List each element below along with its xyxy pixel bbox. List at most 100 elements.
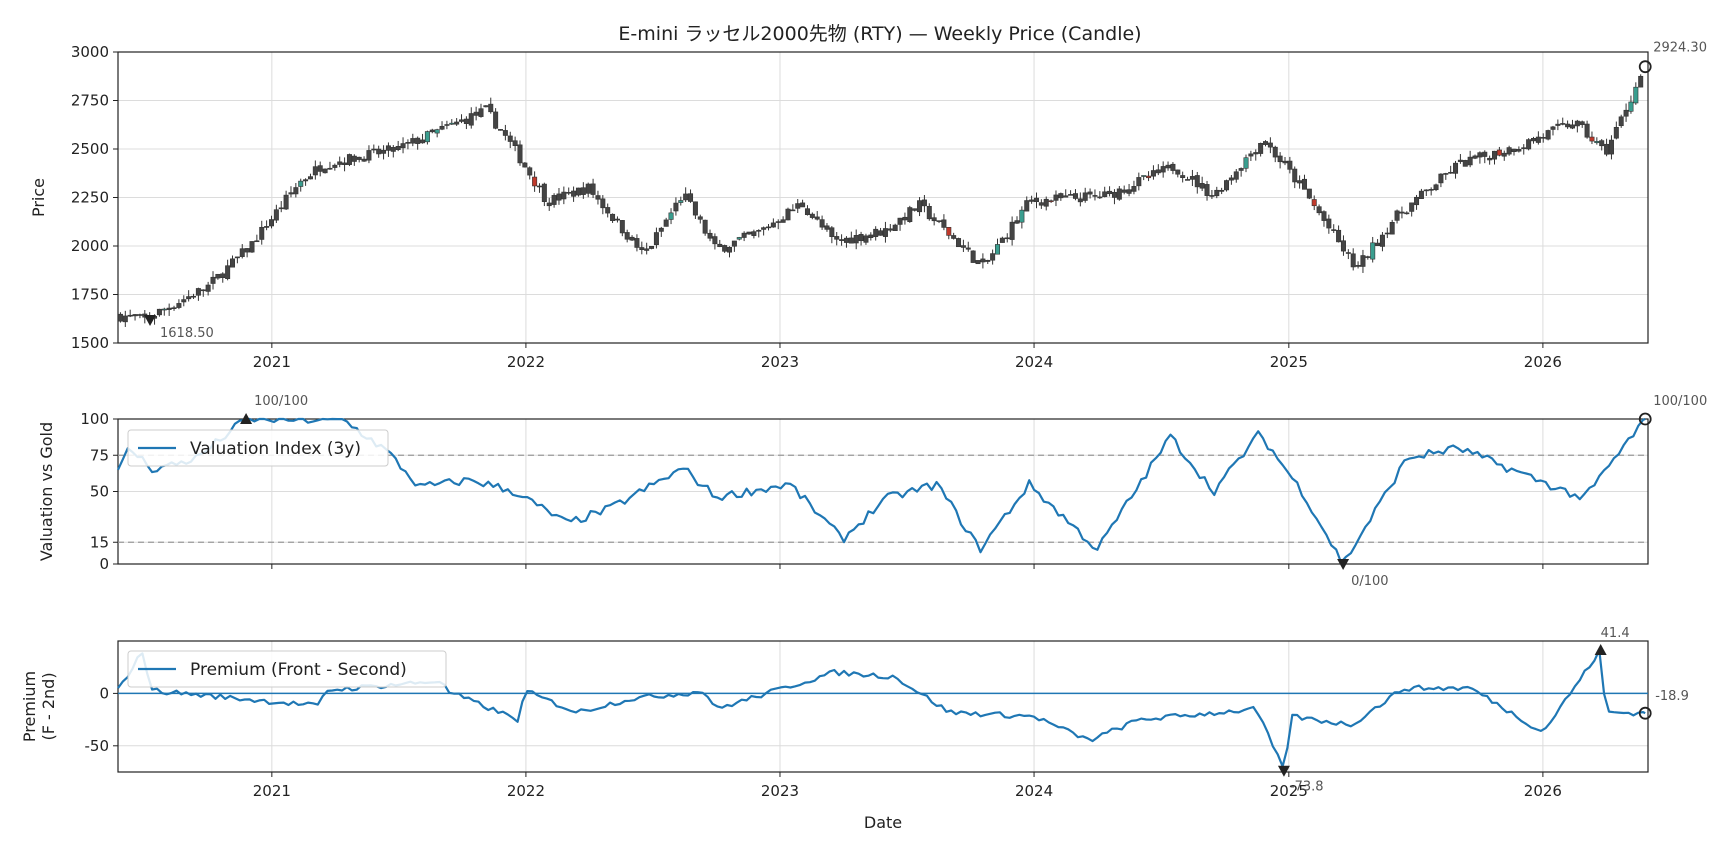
candle [381, 145, 387, 160]
candle [1058, 192, 1064, 201]
candle [882, 221, 888, 243]
candle [1048, 199, 1054, 203]
candle [692, 201, 698, 219]
candle [936, 220, 942, 224]
candle [951, 232, 957, 240]
candle [303, 178, 309, 186]
candle [122, 310, 128, 327]
candle [1224, 179, 1230, 192]
candle [1077, 192, 1083, 207]
candle [863, 233, 869, 245]
candle [1175, 169, 1181, 178]
candle [1511, 148, 1517, 156]
candle [965, 241, 971, 252]
candle [1160, 161, 1166, 178]
candle [1555, 119, 1561, 131]
candle [1506, 145, 1512, 156]
candle [673, 197, 679, 216]
candle [1033, 192, 1039, 209]
candle [244, 248, 250, 258]
candle [327, 161, 333, 170]
candle [1009, 216, 1015, 246]
premium-high-annotation-marker [1594, 644, 1607, 656]
candle [839, 234, 845, 246]
candle [658, 226, 664, 237]
candle [892, 223, 898, 231]
candle [137, 313, 143, 319]
candle [1535, 131, 1541, 145]
valuation-low-annotation-label: 0/100 [1351, 574, 1388, 589]
candle [1472, 154, 1478, 160]
price-ytick-label: 2750 [71, 92, 109, 110]
candle [439, 121, 445, 131]
candle [1545, 129, 1551, 141]
valuation-ytick-label: 50 [90, 483, 109, 501]
candle [1053, 190, 1059, 207]
candle [644, 242, 650, 255]
candle [1185, 176, 1191, 181]
candle [1326, 214, 1332, 234]
candle [1569, 119, 1575, 130]
price-panel: 1500 1750 2000 2250 2500 2750 3000 2021 2022 2023… [29, 41, 1707, 371]
candle [990, 249, 996, 265]
price-xtick-label: 2023 [761, 353, 799, 371]
candle [497, 128, 503, 131]
candle [610, 213, 616, 223]
candle [980, 253, 986, 269]
candle [1618, 114, 1624, 128]
candle [288, 186, 294, 198]
candle [385, 142, 391, 157]
candle [1448, 165, 1454, 174]
candle [293, 183, 299, 198]
candle [878, 227, 884, 236]
candle [1180, 171, 1186, 183]
premium-legend: Premium (Front - Second) [127, 650, 447, 688]
premium-last-annotation-marker [1638, 706, 1652, 720]
candle [390, 145, 396, 158]
candle [161, 307, 167, 316]
candle [1487, 155, 1493, 165]
candle [785, 207, 791, 221]
candle [1131, 180, 1137, 195]
candle [259, 220, 265, 245]
candle [1301, 174, 1307, 190]
candle [639, 241, 645, 255]
valuation-legend-label: Valuation Index (3y) [190, 439, 361, 459]
candle [770, 218, 776, 228]
candle [176, 299, 182, 310]
candle [371, 144, 377, 154]
candle [459, 114, 465, 124]
candle [853, 229, 859, 250]
valuation-last-annotation-marker [1638, 412, 1652, 426]
candle [1453, 160, 1459, 179]
premium-low-annotation-label: -73.8 [1290, 780, 1324, 795]
candle [727, 246, 733, 258]
premium-frame [117, 640, 1649, 773]
candle [449, 119, 455, 125]
candle [186, 290, 192, 302]
candle [561, 186, 567, 205]
candle [254, 234, 260, 243]
candle [181, 295, 187, 307]
candle [1375, 239, 1381, 247]
candle [653, 227, 659, 249]
candle [819, 215, 825, 230]
candle [985, 259, 991, 264]
candle [493, 108, 499, 130]
candle [210, 271, 216, 290]
candle [1608, 135, 1614, 160]
candle [1111, 189, 1117, 205]
valuation-last-annotation-label: 100/100 [1653, 394, 1707, 409]
candle [756, 229, 762, 238]
candle [731, 240, 737, 252]
candle [1340, 235, 1346, 256]
candle [361, 156, 367, 162]
candle [532, 171, 538, 192]
premium-panel: -50 0 2021 2022 2023 2024 2025 2026 Premium(F - … [20, 626, 1689, 832]
price-last-annotation-label: 2924.30 [1653, 41, 1707, 56]
candle [1418, 188, 1424, 199]
price-ylabel: Price [29, 178, 48, 217]
candle [873, 226, 879, 241]
candle [317, 161, 323, 177]
